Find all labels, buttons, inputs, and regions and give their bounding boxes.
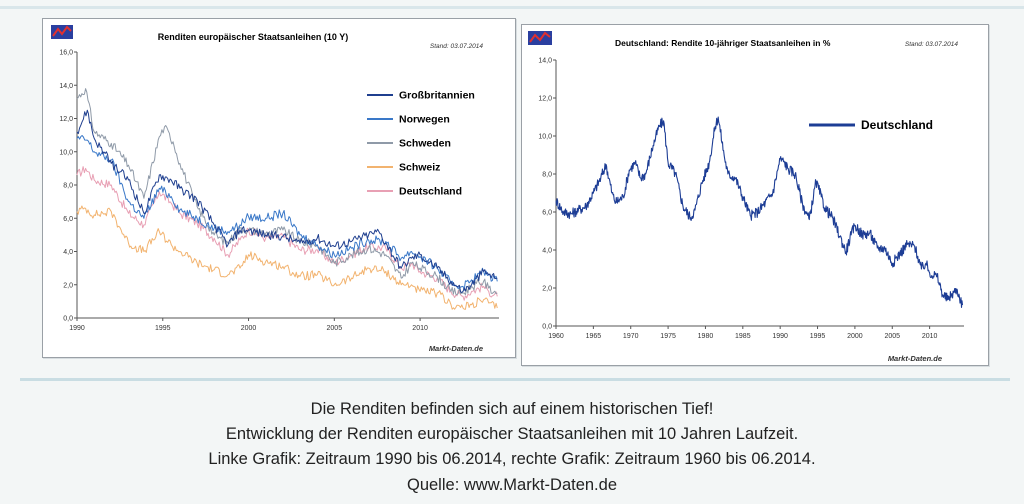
chart-left-source: Markt-Daten.de bbox=[429, 344, 483, 353]
y-tick-label: 14,0 bbox=[538, 58, 552, 65]
y-tick-label: 10,0 bbox=[59, 149, 73, 156]
x-tick-label: 2000 bbox=[847, 333, 863, 340]
y-tick-label: 8,0 bbox=[542, 172, 552, 179]
markt-daten-logo-icon bbox=[528, 31, 552, 45]
y-tick-label: 6,0 bbox=[63, 216, 73, 223]
y-tick-label: 0,0 bbox=[63, 316, 73, 323]
y-tick-label: 2,0 bbox=[542, 286, 552, 293]
x-tick-label: 1965 bbox=[586, 333, 602, 340]
legend-label: Großbritannien bbox=[399, 90, 475, 102]
series-schweden-line bbox=[76, 88, 498, 296]
chart-panel-left: Renditen europäischer Staatsanleihen (10… bbox=[42, 18, 516, 358]
y-tick-label: 4,0 bbox=[542, 248, 552, 255]
x-tick-label: 1980 bbox=[698, 333, 714, 340]
y-tick-label: 10,0 bbox=[538, 134, 552, 141]
x-tick-label: 1975 bbox=[660, 333, 676, 340]
chart-right: Deutschland: Rendite 10-jähriger Staatsa… bbox=[528, 31, 964, 363]
y-tick-label: 12,0 bbox=[538, 96, 552, 103]
chart-left: Renditen europäischer Staatsanleihen (10… bbox=[51, 25, 499, 353]
series-schweiz-line bbox=[76, 205, 498, 310]
x-tick-label: 2005 bbox=[884, 333, 900, 340]
x-tick-label: 1970 bbox=[623, 333, 639, 340]
x-tick-label: 1990 bbox=[772, 333, 788, 340]
y-tick-label: 14,0 bbox=[59, 83, 73, 90]
x-tick-label: 2010 bbox=[412, 325, 428, 332]
series-norwegen-line bbox=[76, 135, 498, 291]
caption-line-4: Quelle: www.Markt-Daten.de bbox=[407, 476, 617, 494]
series-großbritannien-line bbox=[76, 109, 498, 293]
x-tick-label: 2005 bbox=[327, 325, 343, 332]
chart-left-stand: Stand: 03.07.2014 bbox=[430, 43, 484, 50]
caption-line-1: Die Renditen befinden sich auf einem his… bbox=[310, 400, 714, 418]
caption-line-2: Entwicklung der Renditen europäischer St… bbox=[225, 425, 799, 443]
x-tick-label: 1995 bbox=[155, 325, 171, 332]
legend-label: Schweiz bbox=[399, 162, 440, 174]
y-tick-label: 12,0 bbox=[59, 116, 73, 123]
y-tick-label: 16,0 bbox=[59, 50, 73, 57]
legend-label: Deutschland bbox=[399, 186, 462, 198]
x-tick-label: 1995 bbox=[810, 333, 826, 340]
series-deutschland-line bbox=[555, 116, 964, 308]
y-tick-label: 4,0 bbox=[63, 249, 73, 256]
y-tick-label: 8,0 bbox=[63, 183, 73, 190]
x-tick-label: 2000 bbox=[241, 325, 257, 332]
legend-label: Deutschland bbox=[861, 118, 933, 132]
chart-left-title: Renditen europäischer Staatsanleihen (10… bbox=[158, 32, 348, 42]
x-tick-label: 1960 bbox=[548, 333, 564, 340]
legend-label: Schweden bbox=[399, 138, 451, 150]
x-tick-label: 1985 bbox=[735, 333, 751, 340]
x-tick-label: 2010 bbox=[922, 333, 938, 340]
chart-panel-right: Deutschland: Rendite 10-jähriger Staatsa… bbox=[521, 24, 989, 366]
y-tick-label: 2,0 bbox=[63, 282, 73, 289]
legend-label: Norwegen bbox=[399, 114, 450, 126]
chart-right-stand: Stand: 03.07.2014 bbox=[905, 41, 959, 48]
chart-right-title: Deutschland: Rendite 10-jähriger Staatsa… bbox=[615, 38, 831, 48]
caption-line-3: Linke Grafik: Zeitraum 1990 bis 06.2014,… bbox=[208, 450, 816, 468]
y-tick-label: 0,0 bbox=[542, 324, 552, 331]
markt-daten-logo-icon bbox=[51, 25, 73, 39]
x-tick-label: 1990 bbox=[69, 325, 85, 332]
top-divider bbox=[0, 6, 1024, 9]
y-tick-label: 6,0 bbox=[542, 210, 552, 217]
caption-divider bbox=[20, 378, 1010, 381]
chart-right-source: Markt-Daten.de bbox=[888, 354, 942, 363]
